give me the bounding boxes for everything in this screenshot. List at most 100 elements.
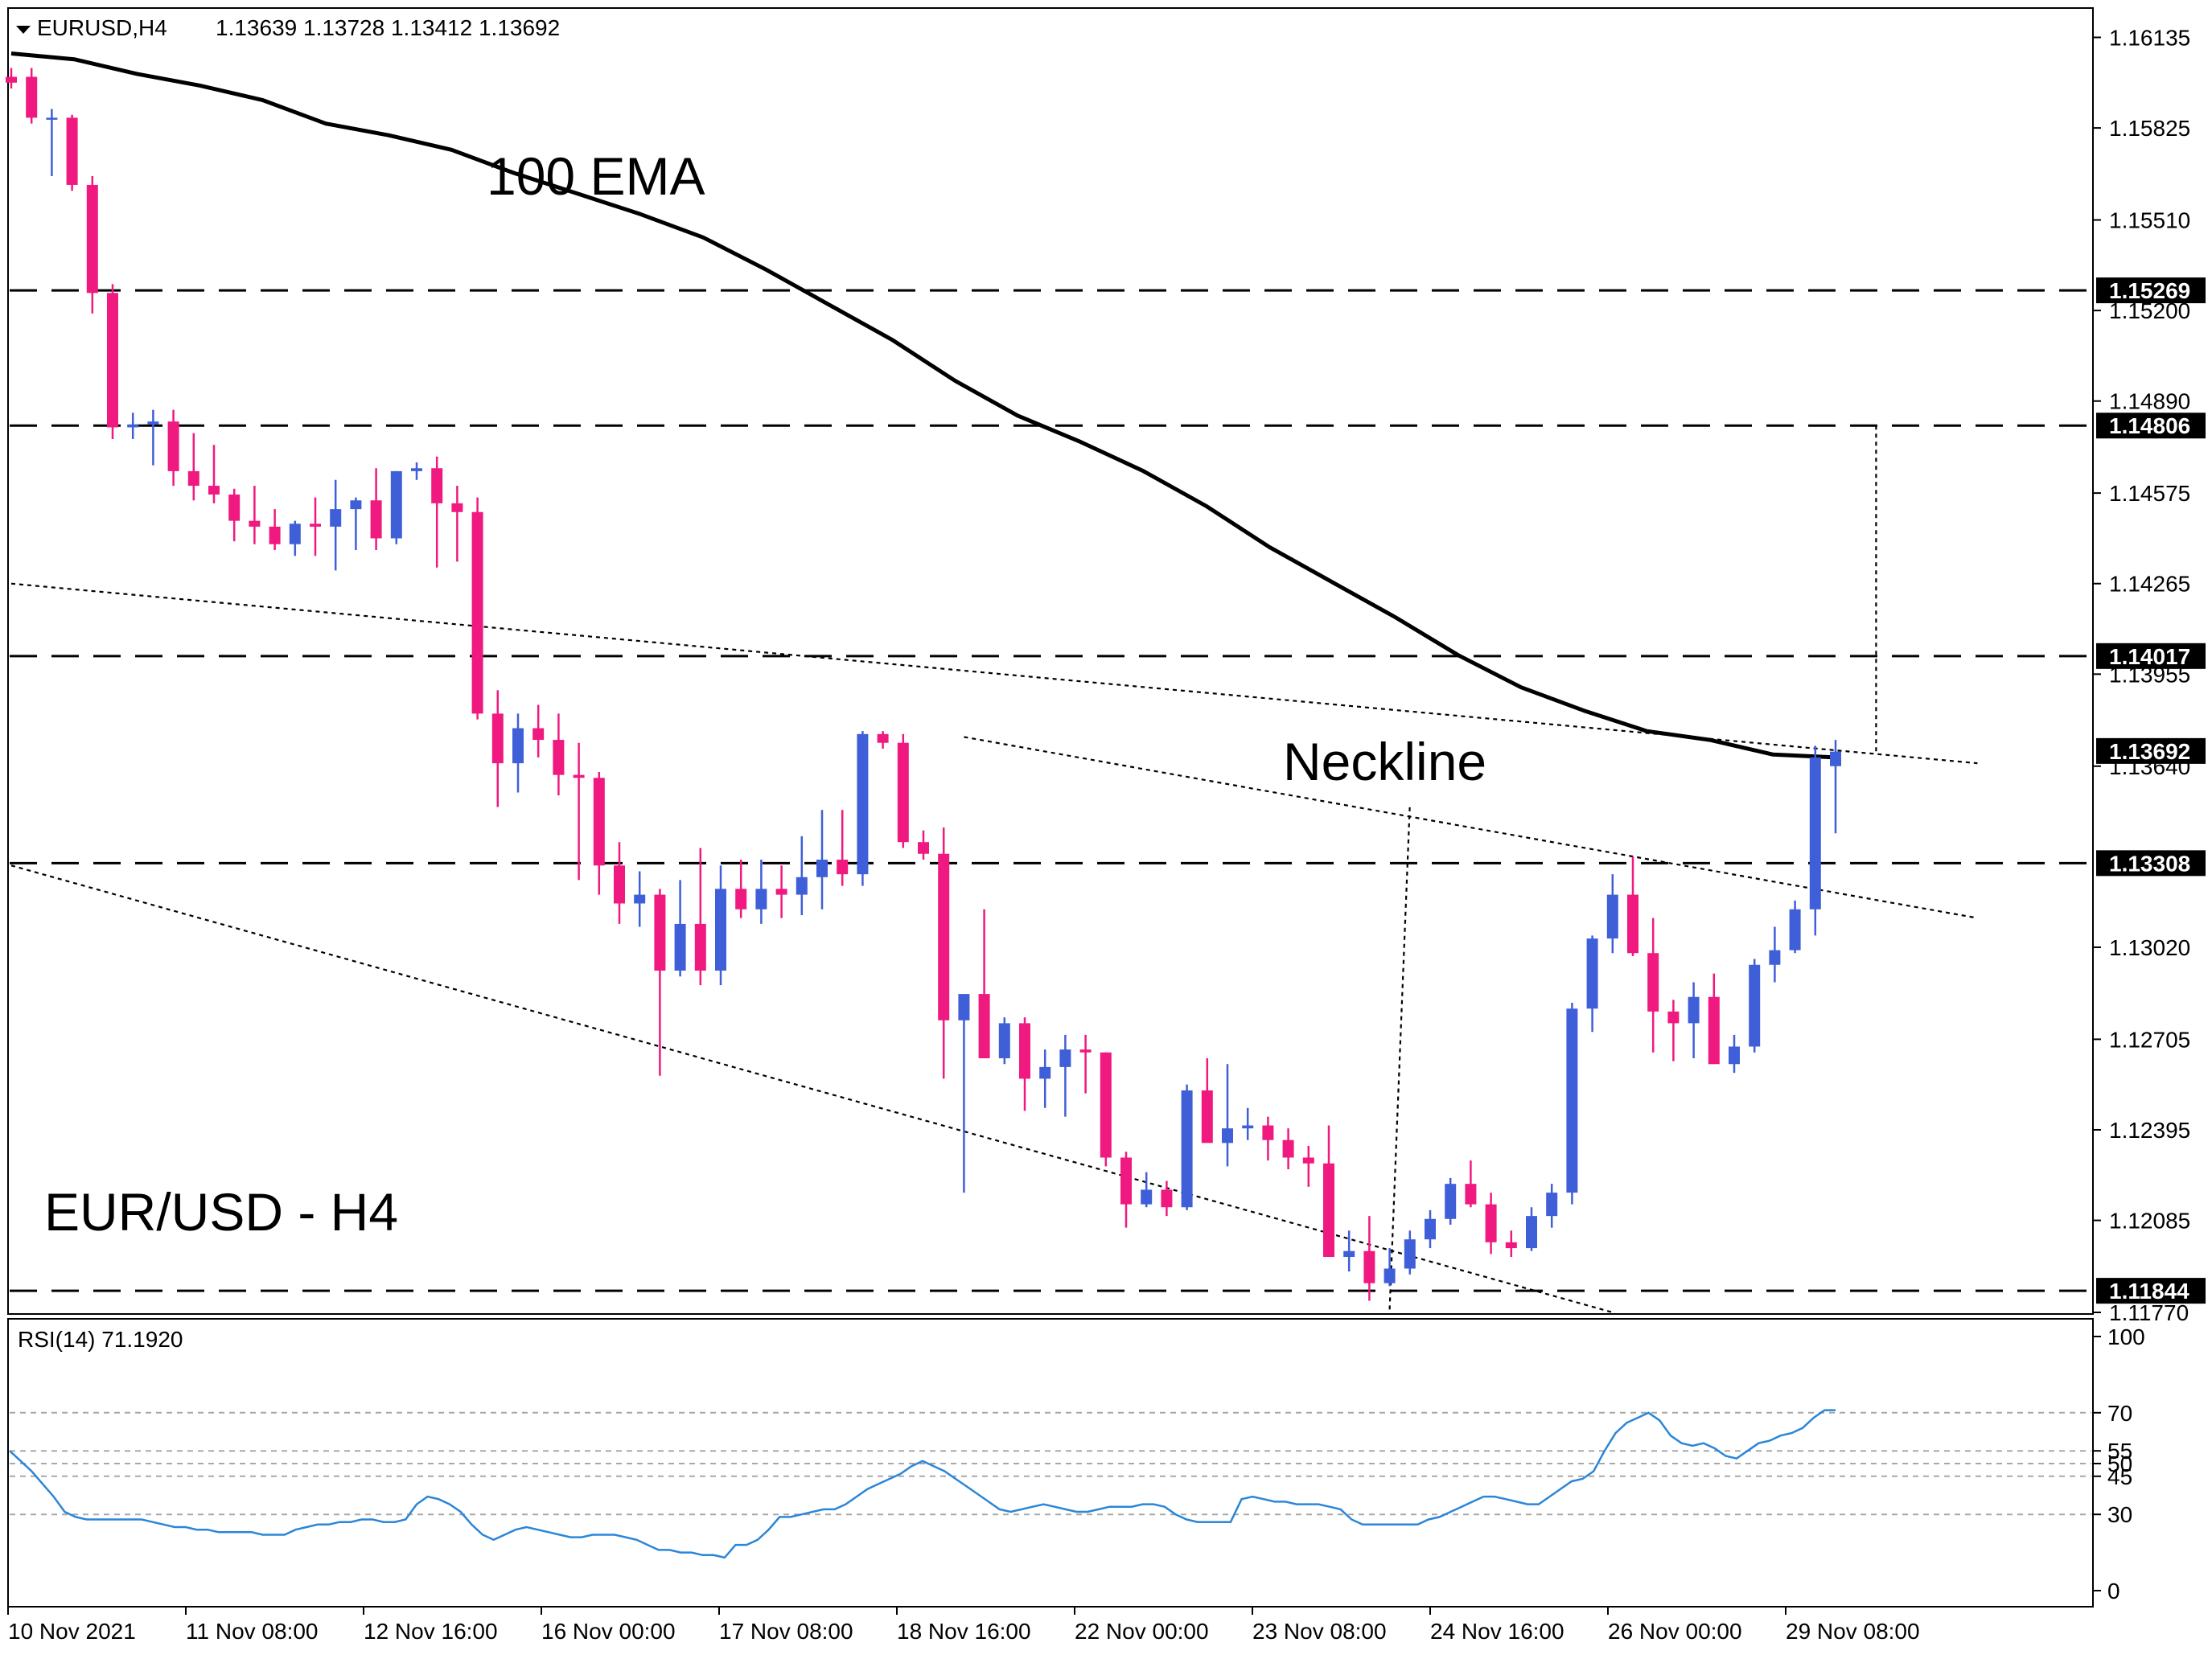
bull-candle (1181, 1084, 1193, 1210)
bull-candle (1586, 935, 1598, 1033)
ema-100-line (10, 51, 1836, 760)
bear-candle (1201, 1057, 1213, 1144)
time-tick-label: 16 Nov 00:00 (541, 1619, 676, 1644)
bull-candle (1039, 1049, 1051, 1108)
candle-body (877, 733, 889, 743)
bear-candle (471, 497, 483, 720)
bull-candle (634, 871, 646, 927)
candle-body (512, 728, 524, 764)
candle-body (1708, 996, 1720, 1065)
candle-body (837, 859, 849, 875)
price-tag-label: 1.13692 (2109, 739, 2190, 764)
time-tick-label: 24 Nov 16:00 (1430, 1619, 1564, 1644)
bear-candle (431, 456, 443, 568)
rsi-tick-label: 45 (2107, 1464, 2132, 1489)
candle-body (593, 778, 605, 866)
candle-body (1546, 1193, 1558, 1217)
candle-body (66, 117, 78, 185)
bear-candle (228, 488, 241, 542)
candle-body (491, 713, 504, 764)
trendline (964, 736, 1978, 919)
candle-body (796, 877, 808, 895)
bear-candle (1282, 1128, 1294, 1170)
time-tick-label: 29 Nov 08:00 (1786, 1619, 1920, 1644)
time-tick-label: 18 Nov 16:00 (897, 1619, 1031, 1644)
bull-candle (857, 731, 869, 886)
candle-body (614, 865, 625, 904)
candle-body (431, 468, 443, 503)
price-tick-label: 1.14265 (2109, 572, 2190, 597)
candle-body (1526, 1216, 1537, 1249)
bull-candle (1425, 1209, 1436, 1249)
bear-candle (370, 468, 382, 550)
candle-body (330, 509, 342, 527)
bull-candle (674, 880, 686, 977)
time-tick-label: 22 Nov 00:00 (1075, 1619, 1209, 1644)
bear-candle (897, 733, 909, 848)
ema-layer (10, 51, 1836, 760)
candle-body (998, 1023, 1010, 1058)
candles (6, 68, 1841, 1301)
candle-body (1485, 1204, 1497, 1242)
triangle-down-icon[interactable] (16, 26, 31, 34)
price-tag-label: 1.13308 (2109, 851, 2190, 876)
bull-candle (147, 409, 159, 466)
bear-candle (1161, 1181, 1173, 1217)
candle-body (1384, 1268, 1396, 1283)
bear-candle (1505, 1230, 1517, 1257)
candle-body (1343, 1250, 1355, 1257)
bull-candle (411, 462, 422, 480)
candle-body (147, 421, 159, 425)
bull-candle (1789, 900, 1801, 954)
candle-body (715, 889, 726, 971)
time-tick-label: 23 Nov 08:00 (1252, 1619, 1387, 1644)
bear-candle (553, 713, 565, 796)
candle-body (755, 889, 767, 910)
bull-candle (1729, 1034, 1740, 1074)
candle-body (1181, 1090, 1193, 1208)
price-tick-label: 1.15510 (2109, 208, 2190, 233)
bear-candle (310, 497, 321, 556)
bear-candle (1302, 1145, 1314, 1187)
ohlc-label: 1.13639 1.13728 1.13412 1.13692 (216, 15, 560, 40)
candle-body (1505, 1242, 1517, 1249)
candle-body (228, 494, 241, 521)
candle-body (1363, 1250, 1375, 1283)
time-tick-label: 26 Nov 00:00 (1608, 1619, 1742, 1644)
bear-candle (107, 284, 118, 439)
bull-candle (330, 479, 342, 571)
candle-body (1302, 1157, 1314, 1164)
candle-body (978, 994, 990, 1058)
price-tag-box (2096, 850, 2206, 877)
bull-candle (998, 1017, 1010, 1065)
candle-body (1242, 1125, 1254, 1129)
price-tick-label: 1.13020 (2109, 935, 2190, 960)
candle-body (6, 76, 17, 83)
bull-candle (1384, 1248, 1396, 1287)
main-pane-frame (7, 7, 2094, 1315)
bull-candle (350, 497, 362, 550)
ema-annotation: 100 EMA (487, 146, 705, 206)
trendline (10, 864, 1614, 1314)
candle-body (1079, 1049, 1092, 1053)
bull-candle (390, 470, 402, 544)
support-resistance-levels (10, 289, 2091, 1292)
bear-candle (775, 865, 787, 918)
bear-candle (837, 810, 849, 886)
candle-body (1749, 964, 1761, 1047)
bull-candle (1445, 1177, 1457, 1226)
candle-body (1222, 1128, 1233, 1144)
bull-candle (1059, 1034, 1071, 1117)
candle-body (390, 470, 402, 539)
candle-body (1647, 953, 1659, 1012)
candle-body (694, 923, 706, 971)
bear-candle (877, 731, 889, 749)
candle-body (1404, 1239, 1416, 1269)
bear-candle (249, 486, 261, 544)
candle-body (1830, 751, 1841, 766)
bear-candle (593, 772, 605, 895)
time-tick-label: 12 Nov 16:00 (364, 1619, 498, 1644)
time-axis: 10 Nov 2021 11 Nov 08:00 12 Nov 16:00 16 No… (7, 1607, 1920, 1644)
bear-candle (918, 830, 929, 860)
bear-candle (1019, 1017, 1030, 1111)
